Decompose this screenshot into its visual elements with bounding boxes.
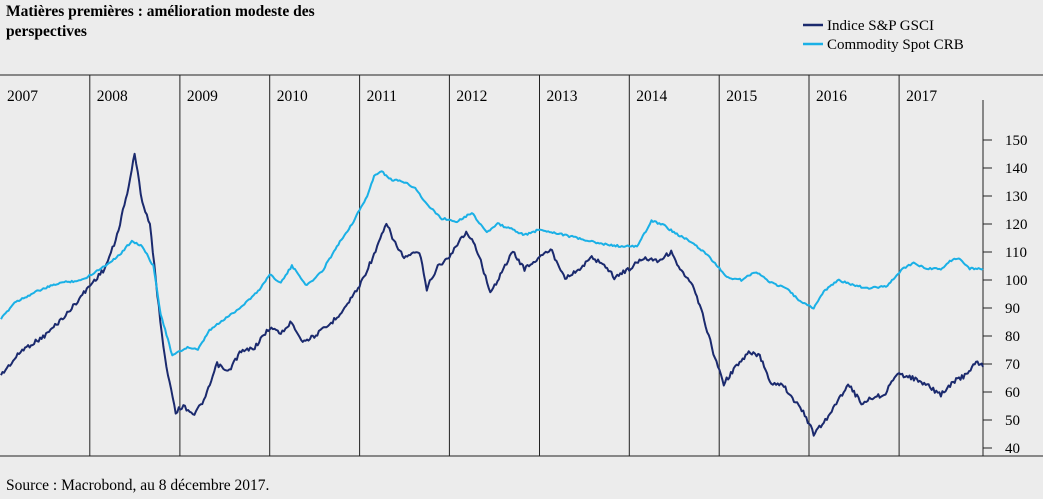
y-tick-label-120: 120 [1005, 217, 1028, 233]
year-dividers [89, 75, 984, 456]
year-label-2014: 2014 [636, 88, 667, 105]
y-tick-label-140: 140 [1005, 161, 1028, 177]
y-tick-label-130: 130 [1005, 189, 1028, 205]
legend-label-gsci: Indice S&P GSCI [827, 18, 934, 34]
year-label-2011: 2011 [367, 88, 397, 105]
year-label-2013: 2013 [547, 88, 578, 105]
year-label-2017: 2017 [906, 88, 937, 105]
y-tick-label-40: 40 [1005, 441, 1020, 457]
source-note: Source : Macrobond, au 8 décembre 2017. [6, 477, 269, 494]
y-tick-label-150: 150 [1005, 133, 1028, 149]
legend-label-crb: Commodity Spot CRB [827, 37, 964, 53]
year-labels: 2007 2008 2009 2010 2011 2012 2013 2014 2015 2016… [7, 88, 937, 105]
year-label-2008: 2008 [97, 88, 128, 105]
y-tick-label-80: 80 [1005, 329, 1020, 345]
year-label-2015: 2015 [726, 88, 757, 105]
year-label-2016: 2016 [816, 88, 847, 105]
y-tick-label-60: 60 [1005, 385, 1020, 401]
year-label-2009: 2009 [187, 88, 218, 105]
y-axis: 40 50 60 70 80 90 100 110 120 130 140 150 [983, 133, 1028, 457]
year-label-2007: 2007 [7, 88, 38, 105]
y-tick-label-70: 70 [1005, 357, 1020, 373]
year-label-2012: 2012 [456, 88, 487, 105]
legend: Indice S&P GSCI Commodity Spot CRB [803, 18, 964, 53]
y-tick-label-110: 110 [1005, 245, 1027, 261]
series-line-gsci [0, 152, 984, 437]
y-tick-label-90: 90 [1005, 301, 1020, 317]
series-line-crb [0, 170, 984, 357]
chart-title-line2: perspectives [6, 23, 87, 40]
y-tick-label-50: 50 [1005, 413, 1020, 429]
y-tick-label-100: 100 [1005, 273, 1028, 289]
chart-title-line1: Matières premières : amélioration modest… [6, 3, 315, 20]
year-label-2010: 2010 [277, 88, 308, 105]
series-layer [0, 152, 984, 437]
